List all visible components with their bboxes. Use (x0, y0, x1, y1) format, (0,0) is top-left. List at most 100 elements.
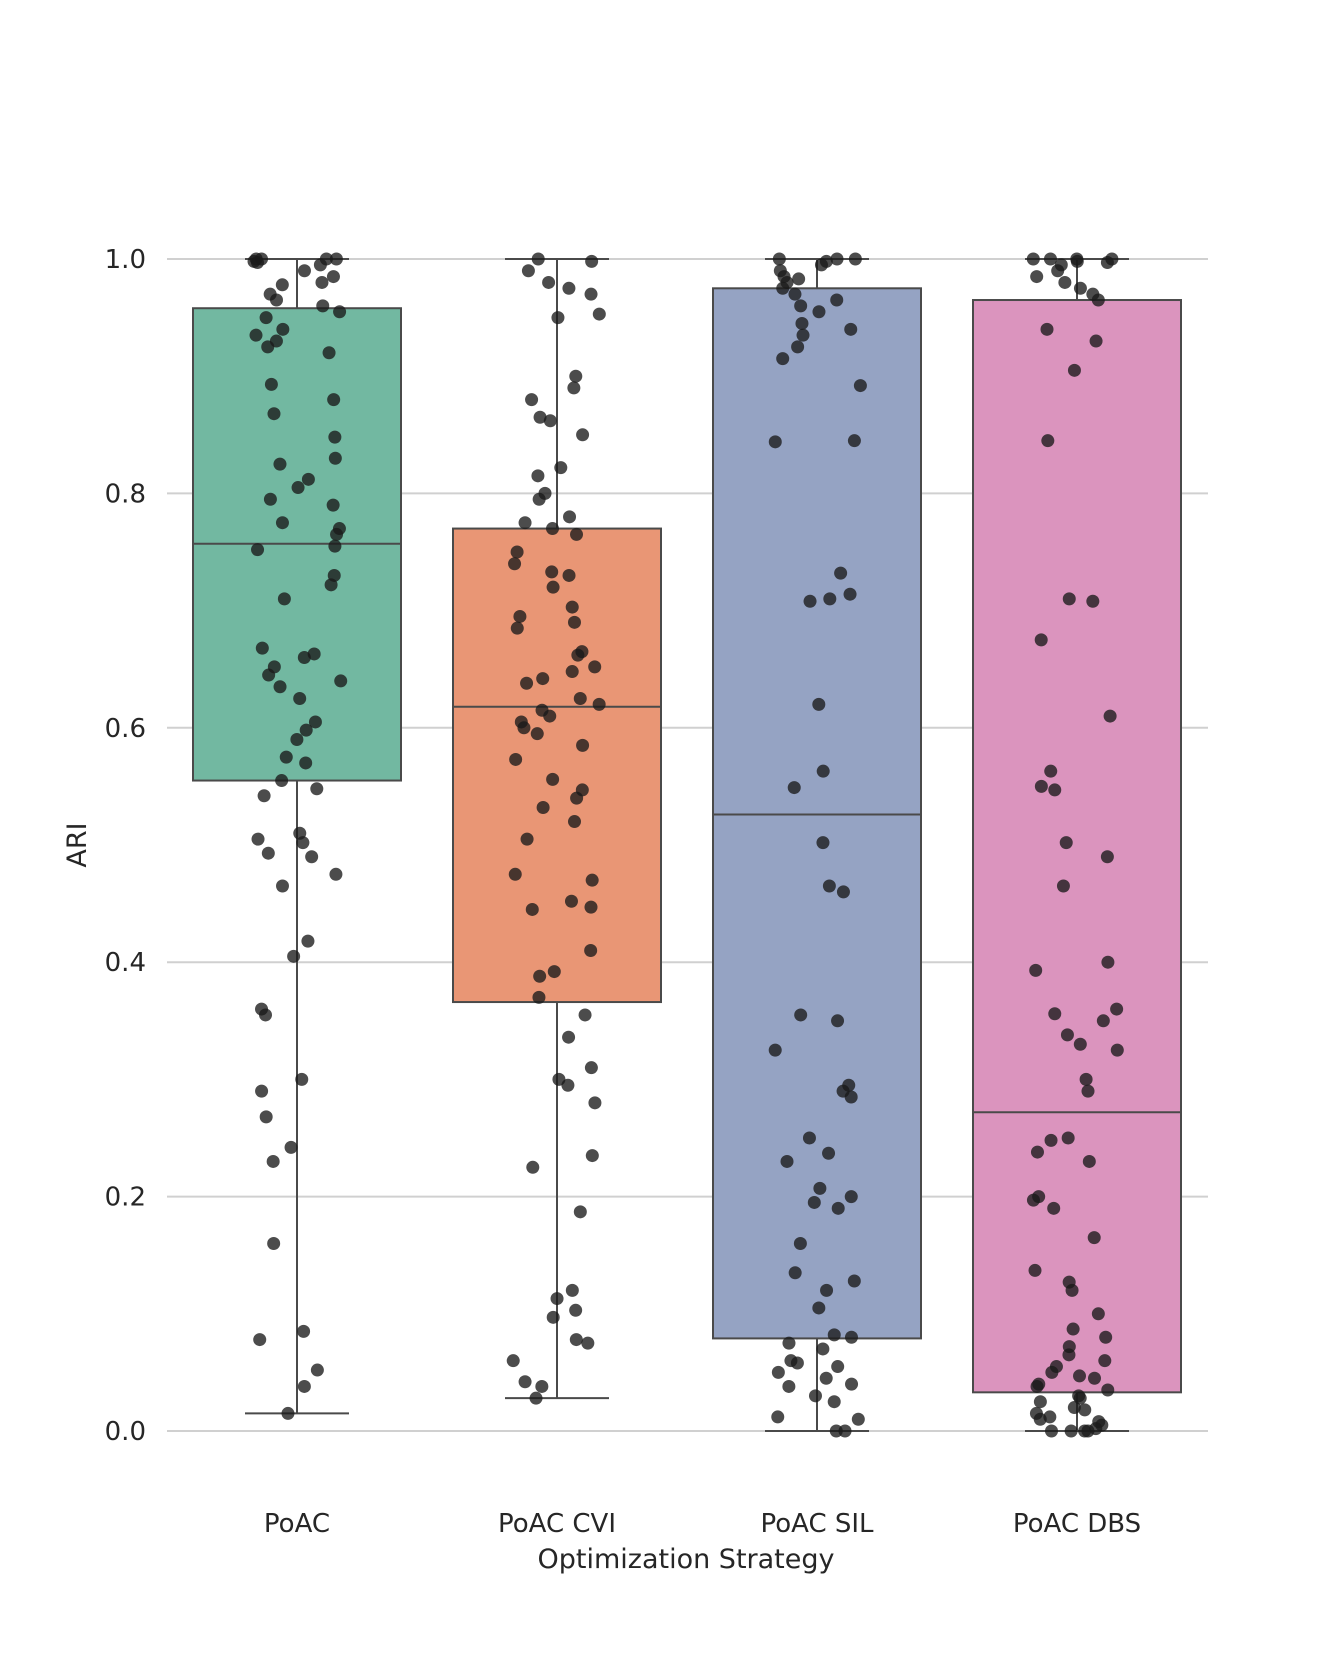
data-point (1048, 1007, 1062, 1021)
data-point (327, 393, 341, 407)
data-point (297, 264, 311, 278)
data-point (1078, 1403, 1092, 1417)
data-point (788, 287, 802, 301)
x-tick-label: PoAC DBS (1013, 1509, 1141, 1539)
data-point (844, 1330, 858, 1344)
data-point (1030, 270, 1044, 284)
data-point (571, 648, 585, 662)
data-point (510, 621, 524, 635)
data-point (281, 1406, 295, 1420)
data-point (791, 340, 805, 354)
data-point (584, 900, 598, 914)
data-point (328, 539, 342, 553)
data-point (1026, 1193, 1040, 1207)
data-point (569, 1303, 583, 1317)
data-point (308, 715, 322, 729)
x-tick-label: PoAC SIL (760, 1509, 874, 1539)
data-point (576, 428, 590, 442)
data-point (253, 1333, 267, 1347)
data-point (1099, 1330, 1113, 1344)
data-point (808, 1389, 822, 1403)
data-point (812, 1301, 826, 1315)
data-point (796, 328, 810, 342)
data-point (334, 674, 348, 688)
data-point (584, 287, 598, 301)
data-point (273, 680, 287, 694)
data-point (847, 1274, 861, 1288)
data-point (251, 543, 265, 557)
data-point (267, 1236, 281, 1250)
data-point (1061, 1131, 1075, 1145)
data-point (827, 1328, 841, 1342)
data-point (262, 668, 276, 682)
data-point (592, 307, 606, 321)
data-point (550, 1292, 564, 1306)
data-point (297, 1379, 311, 1393)
x-axis-title: Optimization Strategy (538, 1544, 835, 1575)
data-point (845, 1377, 859, 1391)
data-point (259, 311, 273, 325)
data-point (1026, 252, 1040, 266)
data-point (295, 1072, 309, 1086)
data-point (585, 1149, 599, 1163)
data-point (1098, 1354, 1112, 1368)
data-point (276, 322, 290, 336)
data-point (565, 1283, 579, 1297)
data-point (585, 254, 599, 268)
data-point (561, 1078, 575, 1092)
data-point (305, 850, 319, 864)
data-point (847, 434, 861, 448)
data-point (1073, 281, 1087, 295)
data-point (1048, 783, 1062, 797)
box-2 (712, 287, 922, 1340)
data-point (293, 692, 307, 705)
data-point (322, 346, 336, 360)
data-point (816, 836, 830, 850)
data-point (584, 943, 598, 957)
data-point (792, 272, 806, 286)
data-point (1081, 1084, 1095, 1098)
y-axis-title: ARI (62, 822, 93, 867)
data-point (1070, 254, 1084, 268)
data-point (816, 1342, 830, 1356)
data-point (568, 815, 582, 829)
data-point (1087, 1371, 1101, 1385)
data-point (261, 340, 275, 354)
y-tick-label: 0.0 (105, 1417, 146, 1447)
data-point (1056, 879, 1070, 893)
data-point (249, 328, 263, 342)
data-point (277, 592, 291, 606)
data-point (793, 1236, 807, 1250)
data-point (531, 469, 545, 483)
data-point (328, 430, 342, 444)
strip-points (247, 252, 1124, 1438)
data-point (1033, 1395, 1047, 1409)
data-point (554, 461, 568, 475)
data-point (1045, 1365, 1059, 1379)
data-point (584, 1061, 598, 1075)
data-point (1062, 1348, 1076, 1362)
data-point (255, 1084, 269, 1098)
data-point (536, 672, 550, 686)
data-point (565, 665, 579, 679)
data-point (816, 764, 830, 778)
data-point (251, 832, 265, 846)
box-3 (972, 299, 1182, 1394)
data-point (266, 1154, 280, 1168)
data-point (588, 1096, 602, 1110)
data-point (1067, 1401, 1081, 1415)
data-point (562, 568, 576, 582)
data-point (525, 393, 539, 407)
data-point (565, 600, 579, 614)
data-point (1067, 363, 1081, 377)
data-point (508, 867, 522, 881)
data-point (807, 1195, 821, 1209)
data-point (1079, 1072, 1093, 1086)
data-point (1100, 256, 1114, 270)
data-point (275, 879, 289, 893)
data-point (1047, 1201, 1061, 1215)
data-point (776, 352, 790, 366)
data-point (569, 369, 583, 383)
data-point (772, 252, 786, 266)
data-point (813, 1181, 827, 1195)
